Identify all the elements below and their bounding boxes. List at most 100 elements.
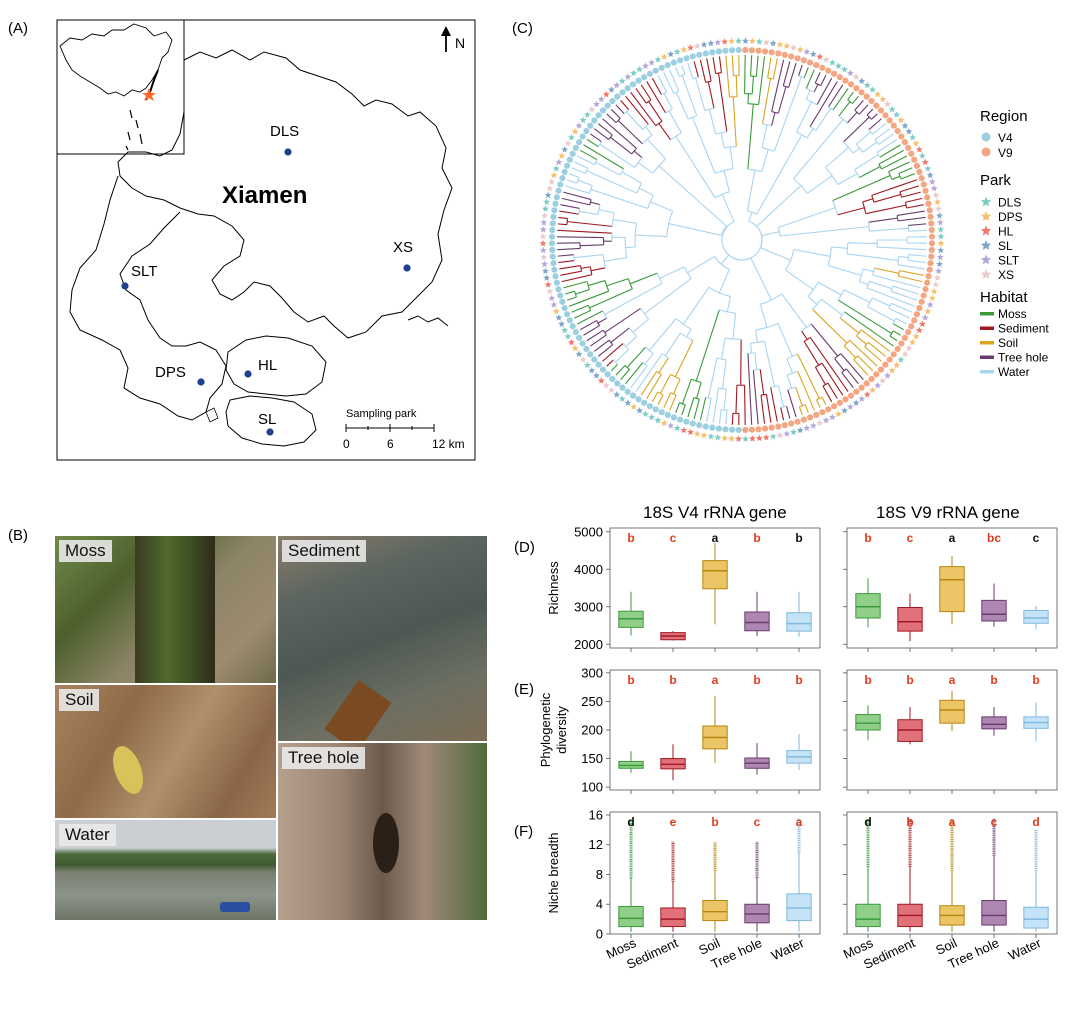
box-body (786, 893, 812, 922)
tree-branch (566, 179, 578, 184)
tree-region-dot (768, 424, 775, 431)
tree-region-dot (908, 150, 915, 157)
tree-branch (803, 341, 820, 366)
tree-branch (590, 267, 606, 272)
legend-region-title: Region (980, 108, 1028, 125)
tree-park-star (755, 434, 763, 442)
tree-branch (669, 69, 680, 92)
tree-park-star (673, 48, 681, 55)
tree-region-dot (775, 50, 782, 57)
tree-park-star (915, 326, 923, 334)
y-tick-label: 300 (581, 665, 603, 680)
photo-sediment: Sediment (278, 536, 487, 741)
tree-region-dot (905, 144, 912, 151)
tree-park-star (541, 260, 548, 268)
x-tick-label: Water (1006, 935, 1044, 963)
tree-region-dot (604, 102, 611, 109)
tree-region-dot (800, 416, 807, 423)
tree-branch (682, 286, 710, 325)
tree-park-star (835, 410, 842, 417)
tree-region-dot (658, 409, 665, 416)
tree-branch (876, 138, 898, 153)
tree-region-dot (604, 371, 611, 378)
tree-park-star (550, 171, 558, 179)
tree-park-star (540, 253, 548, 261)
significance-letter: e (670, 815, 677, 829)
tree-park-star (936, 219, 944, 226)
tree-region-dot (873, 371, 880, 378)
photo-label-water: Water (59, 824, 116, 846)
tree-region-dot (894, 345, 901, 353)
tree-branch (729, 146, 734, 169)
tree-park-star (936, 253, 944, 261)
tree-park-star (822, 56, 830, 63)
tree-park-star (575, 350, 583, 358)
tree-branch-arc (907, 254, 910, 261)
tree-branch (576, 310, 604, 325)
tree-region-dot (858, 89, 865, 96)
legend-park-label-xs: XS (998, 268, 1014, 282)
tree-region-dot (928, 220, 935, 227)
tree-region-dot (847, 81, 855, 88)
tree-branch-arc (578, 208, 581, 215)
significance-letter: bc (987, 531, 1001, 545)
tree-branch (577, 179, 593, 187)
tree-branch-arc (691, 378, 702, 383)
y-tick-label: 4000 (574, 562, 603, 577)
tree-branch (620, 369, 630, 380)
tree-region-dot (689, 420, 696, 427)
tree-branch (751, 76, 754, 94)
box-tree-hole: c (981, 815, 1007, 932)
tree-region-dot (748, 426, 756, 433)
tree-branch (862, 141, 878, 153)
tree-region-dot (735, 426, 742, 434)
tree-park-star (755, 38, 763, 45)
tree-branch (574, 254, 604, 259)
tree-park-star (893, 361, 901, 369)
tree-region-dot (551, 266, 558, 273)
significance-letter: a (796, 815, 803, 829)
tree-branch (644, 278, 692, 315)
tree-branch (795, 386, 803, 406)
tree-branch (633, 150, 643, 159)
y-tick-label: 100 (581, 780, 603, 795)
tree-park-star (700, 41, 708, 48)
tree-branch (588, 280, 606, 287)
tree-region-dot (587, 351, 594, 358)
tree-branch-arc (573, 254, 575, 261)
tree-branch (804, 404, 809, 413)
tree-branch-arc (839, 311, 845, 319)
tree-branch (651, 391, 659, 403)
tree-branch (597, 344, 614, 357)
tree-branch (771, 112, 776, 126)
tree-branch (809, 81, 838, 127)
box-body (786, 612, 812, 632)
tree-branch-arc (687, 115, 697, 120)
tree-park-star (884, 100, 891, 108)
tree-branch (784, 269, 814, 291)
tree-region-dot (927, 260, 934, 267)
tree-region-dot (877, 107, 885, 114)
tree-region-dot (905, 329, 912, 336)
box-body (1023, 906, 1049, 929)
tree-park-star (888, 105, 896, 113)
significance-letter: a (949, 531, 956, 545)
tree-park-star (597, 377, 605, 384)
tree-branch (593, 339, 610, 352)
tree-park-star (912, 332, 920, 340)
tree-branch-arc (812, 298, 822, 310)
tree-park-star (687, 44, 694, 51)
tree-branch (868, 118, 882, 131)
legend-park-label-sl: SL (998, 239, 1013, 253)
tree-branch (646, 373, 662, 399)
tree-park-star (568, 133, 575, 141)
tree-branch (640, 84, 652, 101)
tree-park-star (735, 37, 742, 44)
tree-park-star (693, 42, 701, 50)
tree-park-star (858, 77, 866, 84)
tree-region-dot (916, 168, 923, 176)
tree-region-dot (553, 279, 560, 286)
tree-branch (735, 385, 738, 414)
tree-branch (899, 270, 924, 276)
tree-region-dot (652, 406, 659, 413)
